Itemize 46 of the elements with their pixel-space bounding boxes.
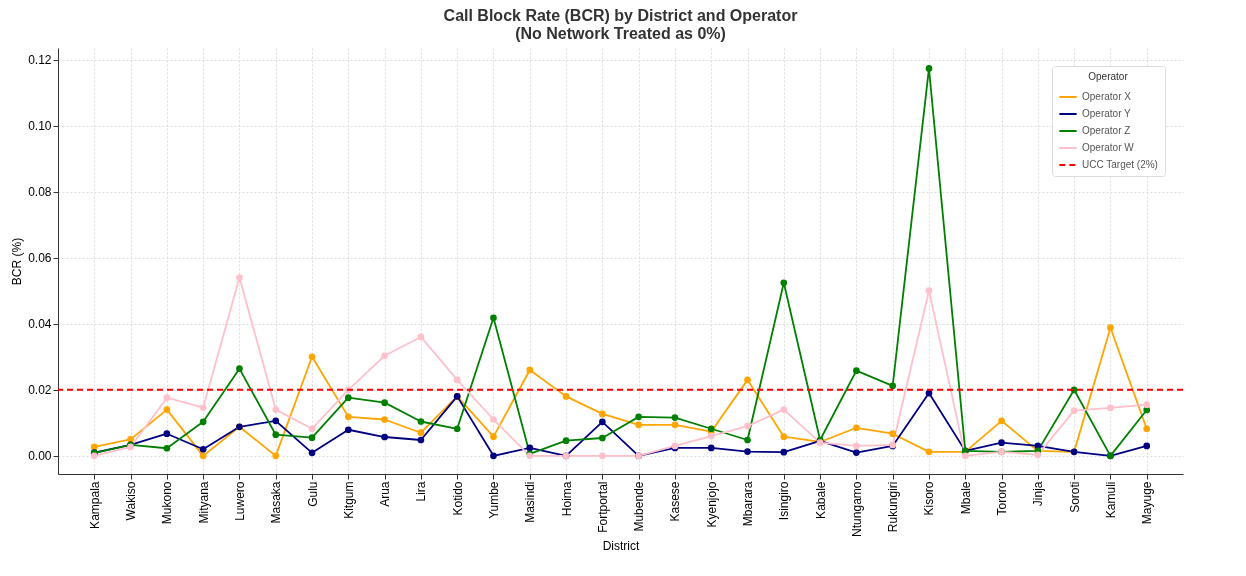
x-tick-label: Kyenjojo [704,481,719,528]
legend-title: Operator [1088,71,1129,82]
x-tick-label: Kisoro [922,481,937,516]
x-tick-label: Tororo [995,481,1010,516]
x-tick-label: Ntungamo [849,481,864,537]
legend-label: UCC Target (2%) [1082,159,1158,170]
x-tick-label: Gulu [305,481,320,507]
x-tick-label: Fortportal [595,481,610,533]
y-tick-label: 0.06 [28,251,52,266]
x-tick-label: Lira [414,481,429,502]
x-axis-title: District [602,538,640,553]
x-tick-label: Wakiso [124,481,139,521]
legend-label: Operator Y [1082,108,1132,119]
x-tick-label: Kasese [668,481,683,522]
legend-label: Operator W [1082,142,1135,153]
x-tick-label: Hoima [559,481,574,517]
y-tick-label: 0.08 [28,185,52,200]
y-tick-label: 0.00 [28,449,52,464]
y-tick-label: 0.04 [28,317,52,332]
x-tick-label: Mityana [196,481,211,524]
x-tick-label: Kampala [87,481,102,529]
x-tick-label: Masindi [523,481,538,523]
x-tick-label: Yumbe [486,481,501,519]
y-axis-title: BCR (%) [10,237,25,286]
x-tick-label: Kamuli [1103,481,1118,519]
x-tick-label: Isingiro [777,481,792,521]
legend-label: Operator Z [1082,125,1131,136]
x-tick-label: Luwero [232,481,247,521]
y-tick-label: 0.12 [28,53,52,68]
x-tick-label: Arua [378,481,393,507]
x-tick-label: Soroti [1067,481,1082,513]
x-tick-label: Kabale [813,481,828,519]
x-tick-label: Mukono [160,481,175,525]
x-tick-label: Kitgum [341,481,356,519]
x-tick-label: Jinja [1031,481,1046,507]
x-tick-label: Kotido [450,481,465,516]
chart-title: Call Block Rate (BCR) by District and Operator (No Network Treated as 0%) [443,7,798,42]
y-tick-label: 0.10 [28,119,52,134]
legend-label: Operator X [1082,91,1132,102]
x-tick-label: Mbarara [741,481,756,527]
x-tick-label: Mubende [632,481,647,532]
x-tick-label: Rukungiri [886,481,901,533]
y-tick-label: 0.02 [28,383,52,398]
x-tick-label: Mbale [958,481,973,515]
x-tick-label: Mayuge [1140,481,1155,525]
x-tick-label: Masaka [269,481,284,524]
